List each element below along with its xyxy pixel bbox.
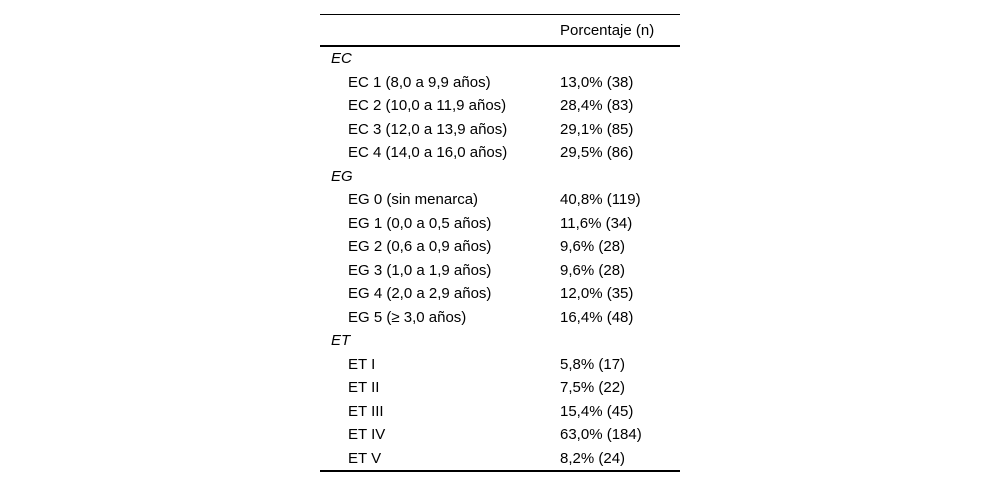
- row-label: EC 2 (10,0 a 11,9 años): [348, 97, 507, 115]
- table-row: EG 5 (≥ 3,0 años) 16,4% (48): [320, 306, 680, 330]
- row-value: 8,2% (24): [560, 449, 626, 467]
- table-row: EG 3 (1,0 a 1,9 años) 9,6% (28): [320, 259, 680, 283]
- table-row: ET I 5,8% (17): [320, 353, 680, 377]
- row-value: 7,5% (22): [560, 379, 626, 397]
- table-header-row: Porcentaje (n): [320, 15, 680, 45]
- table-row: ET IV 63,0% (184): [320, 423, 680, 447]
- row-label: EG 0 (sin menarca): [348, 191, 479, 209]
- row-value: 13,0% (38): [560, 73, 634, 91]
- statistics-table: Porcentaje (n) EC EC 1 (8,0 a 9,9 años) 13…: [320, 14, 680, 472]
- table-row: EC 2 (10,0 a 11,9 años) 28,4% (83): [320, 94, 680, 118]
- row-value: 5,8% (17): [560, 355, 626, 373]
- row-label: ET IV: [348, 426, 386, 444]
- table-body: EC EC 1 (8,0 a 9,9 años) 13,0% (38) EC 2 (1…: [320, 47, 680, 470]
- section-header-row: EC: [320, 47, 680, 71]
- table-row: EC 3 (12,0 a 13,9 años) 29,1% (85): [320, 118, 680, 142]
- section-header-row: ET: [320, 329, 680, 353]
- table-row: ET III 15,4% (45): [320, 400, 680, 424]
- row-label: EG 1 (0,0 a 0,5 años): [348, 214, 492, 232]
- section-label: ET: [331, 332, 351, 350]
- row-label: EC 4 (14,0 a 16,0 años): [348, 144, 508, 162]
- row-label: EG 2 (0,6 a 0,9 años): [348, 238, 492, 256]
- row-value: 63,0% (184): [560, 426, 642, 444]
- section-label: EC: [331, 50, 352, 68]
- row-label: EG 3 (1,0 a 1,9 años): [348, 261, 492, 279]
- section-header-row: EG: [320, 165, 680, 189]
- table-row: EG 1 (0,0 a 0,5 años) 11,6% (34): [320, 212, 680, 236]
- row-label: EG 4 (2,0 a 2,9 años): [348, 285, 492, 303]
- row-value: 29,5% (86): [560, 144, 634, 162]
- table-bottom-rule: [320, 470, 680, 472]
- table-row: EC 1 (8,0 a 9,9 años) 13,0% (38): [320, 71, 680, 95]
- row-value: 28,4% (83): [560, 97, 634, 115]
- row-value: 15,4% (45): [560, 402, 634, 420]
- row-value: 9,6% (28): [560, 238, 626, 256]
- row-label: ET V: [348, 449, 382, 467]
- table-row: ET V 8,2% (24): [320, 447, 680, 471]
- row-value: 29,1% (85): [560, 120, 634, 138]
- row-label: EG 5 (≥ 3,0 años): [348, 308, 467, 326]
- table-header-rule: [320, 45, 680, 47]
- row-value: 16,4% (48): [560, 308, 634, 326]
- table-row: EG 4 (2,0 a 2,9 años) 12,0% (35): [320, 282, 680, 306]
- row-label: ET III: [348, 402, 384, 420]
- header-value-column-label: Porcentaje (n): [560, 21, 655, 39]
- table-row: EC 4 (14,0 a 16,0 años) 29,5% (86): [320, 141, 680, 165]
- row-value: 11,6% (34): [560, 214, 633, 232]
- table-row: EG 2 (0,6 a 0,9 años) 9,6% (28): [320, 235, 680, 259]
- row-label: ET I: [348, 355, 376, 373]
- table-top-rule: [320, 14, 680, 15]
- row-label: ET II: [348, 379, 380, 397]
- row-value: 40,8% (119): [560, 191, 641, 209]
- row-value: 12,0% (35): [560, 285, 634, 303]
- row-label: EC 1 (8,0 a 9,9 años): [348, 73, 491, 91]
- row-label: EC 3 (12,0 a 13,9 años): [348, 120, 508, 138]
- row-value: 9,6% (28): [560, 261, 626, 279]
- section-label: EG: [331, 167, 353, 185]
- table-row: EG 0 (sin menarca) 40,8% (119): [320, 188, 680, 212]
- table-row: ET II 7,5% (22): [320, 376, 680, 400]
